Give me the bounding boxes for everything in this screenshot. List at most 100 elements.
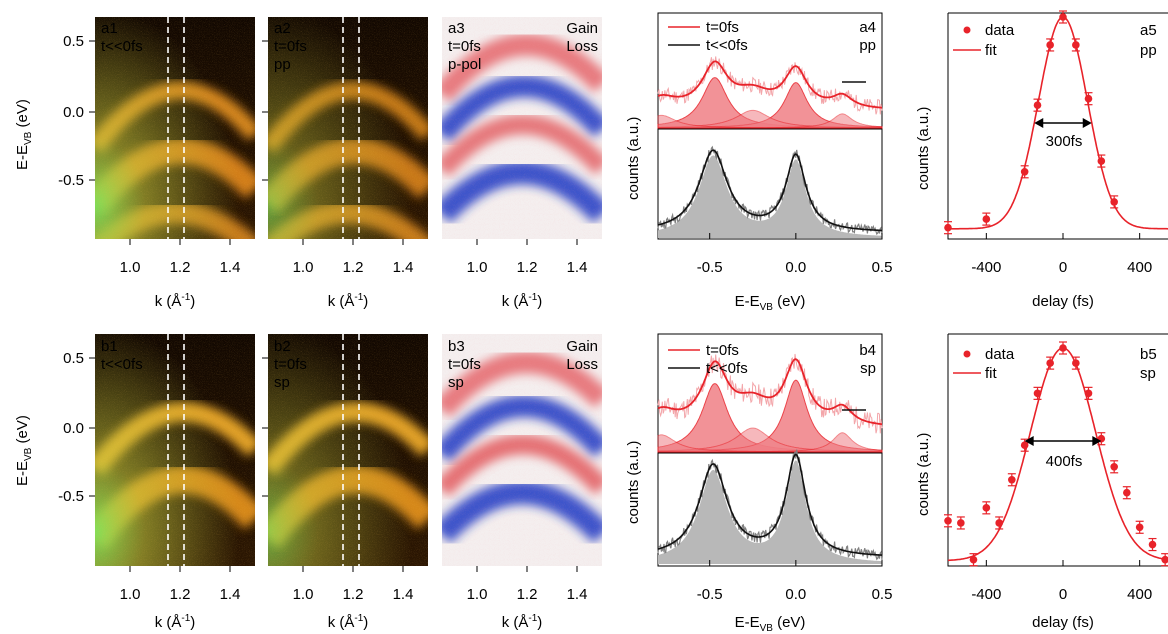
arpes-panel-a3 xyxy=(442,17,602,239)
x-tick-label: 1.0 xyxy=(467,259,488,276)
polarization-label: sp xyxy=(274,374,290,391)
data-point xyxy=(1046,359,1054,367)
y-axis-title: counts (a.u.) xyxy=(915,107,932,190)
arpes-x-axes: 1.0 1.2 1.4 k (Å-1) 1.0 1.2 1.4 k (Å-1) 1.0 1.2 1.… xyxy=(120,239,588,631)
x-tick-label: 1.2 xyxy=(170,259,191,276)
delay-label: t=0fs xyxy=(274,38,307,55)
data-point xyxy=(1072,359,1080,367)
data-point xyxy=(1110,463,1118,471)
x-tick-label: 1.2 xyxy=(517,586,538,603)
raw-trace-t0 xyxy=(657,56,883,115)
data-point xyxy=(1033,101,1042,109)
x-tick-label: 1.4 xyxy=(220,586,241,603)
fwhm-arrowhead xyxy=(1092,436,1102,446)
legend-label: t<<0fs xyxy=(706,37,748,54)
data-point xyxy=(1110,198,1118,206)
panel-label: a4 xyxy=(859,19,876,36)
x-axis-title: k (Å-1) xyxy=(155,613,196,631)
arpes-panel-a1 xyxy=(95,17,255,239)
data-point xyxy=(944,517,952,525)
y-axis-title: E-EVB (eV) xyxy=(14,415,34,486)
x-tick-label: 1.2 xyxy=(343,586,364,603)
k-cut-markers xyxy=(167,17,360,566)
y-axis-title: counts (a.u.) xyxy=(625,441,642,524)
panel-label: b2 xyxy=(274,338,291,355)
spectrum-panel-a4: t=0fs t<<0fs a4 pp xyxy=(657,12,883,240)
loss-label: Loss xyxy=(566,356,598,373)
x-axis-title: k (Å-1) xyxy=(328,613,369,631)
legend-marker-data xyxy=(963,350,971,358)
fit-curve-t0 xyxy=(657,358,883,426)
y-tick-label: 0.0 xyxy=(63,104,84,121)
x-axis-title: k (Å-1) xyxy=(155,292,196,310)
polarization-label: sp xyxy=(448,374,464,391)
delay-panel-b5: data fit b5 sp 400fs xyxy=(944,333,1168,567)
x-tick-label: 1.4 xyxy=(567,586,588,603)
data-point xyxy=(1123,488,1131,497)
arpes-y-axis-top: 0.5 0.0 -0.5 E-EVB (eV) xyxy=(14,33,268,189)
data-point xyxy=(982,504,991,512)
spectra-axes: counts (a.u.) counts (a.u.) -0.5 0.0 0.5 -… xyxy=(625,117,892,634)
x-tick-label: 1.0 xyxy=(293,259,314,276)
x-tick-label: 1.4 xyxy=(393,259,414,276)
data-point xyxy=(1059,344,1067,352)
gain-label: Gain xyxy=(566,338,598,355)
legend-label: data xyxy=(985,22,1015,39)
polarization-label: pp xyxy=(1140,42,1157,59)
data-point xyxy=(982,215,991,223)
x-tick-label: 1.2 xyxy=(343,259,364,276)
data-point xyxy=(944,223,952,232)
data-point xyxy=(1059,13,1067,21)
fit-component xyxy=(657,114,883,129)
legend-marker-data xyxy=(963,26,971,34)
legend-label: t=0fs xyxy=(706,342,739,359)
data-point xyxy=(1161,555,1168,564)
x-axis-title: E-EVB (eV) xyxy=(735,293,806,313)
data-point xyxy=(1046,41,1054,49)
delay-label: t=0fs xyxy=(448,38,481,55)
polarization-label: p-pol xyxy=(448,56,481,73)
x-tick-label: -400 xyxy=(971,586,1001,603)
delay-label: t<<0fs xyxy=(101,38,143,55)
gain-label: Gain xyxy=(566,20,598,37)
delay-label: t=0fs xyxy=(274,356,307,373)
loss-label: Loss xyxy=(566,38,598,55)
panel-label: a1 xyxy=(101,20,118,37)
x-tick-label: 1.0 xyxy=(467,586,488,603)
x-tick-label: 1.4 xyxy=(393,586,414,603)
polarization-label: sp xyxy=(860,360,876,377)
x-tick-label: 400 xyxy=(1127,586,1152,603)
fit-curve-tneg xyxy=(657,149,882,232)
arpes-panel-a2 xyxy=(268,17,428,239)
panel-label: a5 xyxy=(1140,22,1157,39)
x-tick-label: 0.0 xyxy=(785,259,806,276)
data-point xyxy=(1020,441,1029,450)
x-tick-label: 1.4 xyxy=(220,259,241,276)
x-tick-label: 1.0 xyxy=(293,586,314,603)
fit-area-tneg xyxy=(658,155,882,238)
spectrum-panel-b4: t=0fs t<<0fs b4 sp xyxy=(657,333,883,567)
y-tick-label: -0.5 xyxy=(58,172,84,189)
panel-annotations: a1 t<<0fs a2 t=0fs pp a3 t=0fs p-pol Gai… xyxy=(101,20,598,391)
y-axis-title: counts (a.u.) xyxy=(625,117,642,200)
x-tick-label: 0 xyxy=(1059,259,1067,276)
data-point xyxy=(1135,523,1144,532)
arpes-y-axis-bottom: 0.5 0.0 -0.5 E-EVB (eV) xyxy=(14,350,268,505)
panel-label: a2 xyxy=(274,20,291,37)
polarization-label: sp xyxy=(1140,365,1156,382)
legend-label: fit xyxy=(985,365,998,382)
fwhm-arrowhead xyxy=(1024,436,1034,446)
fwhm-arrowhead xyxy=(1082,118,1092,128)
x-axis-title: k (Å-1) xyxy=(502,292,543,310)
x-tick-label: 0.5 xyxy=(872,259,893,276)
y-tick-label: -0.5 xyxy=(58,488,84,505)
data-point xyxy=(969,555,978,564)
x-tick-label: 1.4 xyxy=(567,259,588,276)
data-point xyxy=(1008,475,1016,484)
x-axis-title: E-EVB (eV) xyxy=(735,614,806,634)
x-tick-label: -0.5 xyxy=(697,586,723,603)
x-tick-label: 1.2 xyxy=(517,259,538,276)
legend-label: t=0fs xyxy=(706,19,739,36)
panel-label: b5 xyxy=(1140,346,1157,363)
panel-label: b4 xyxy=(859,342,876,359)
